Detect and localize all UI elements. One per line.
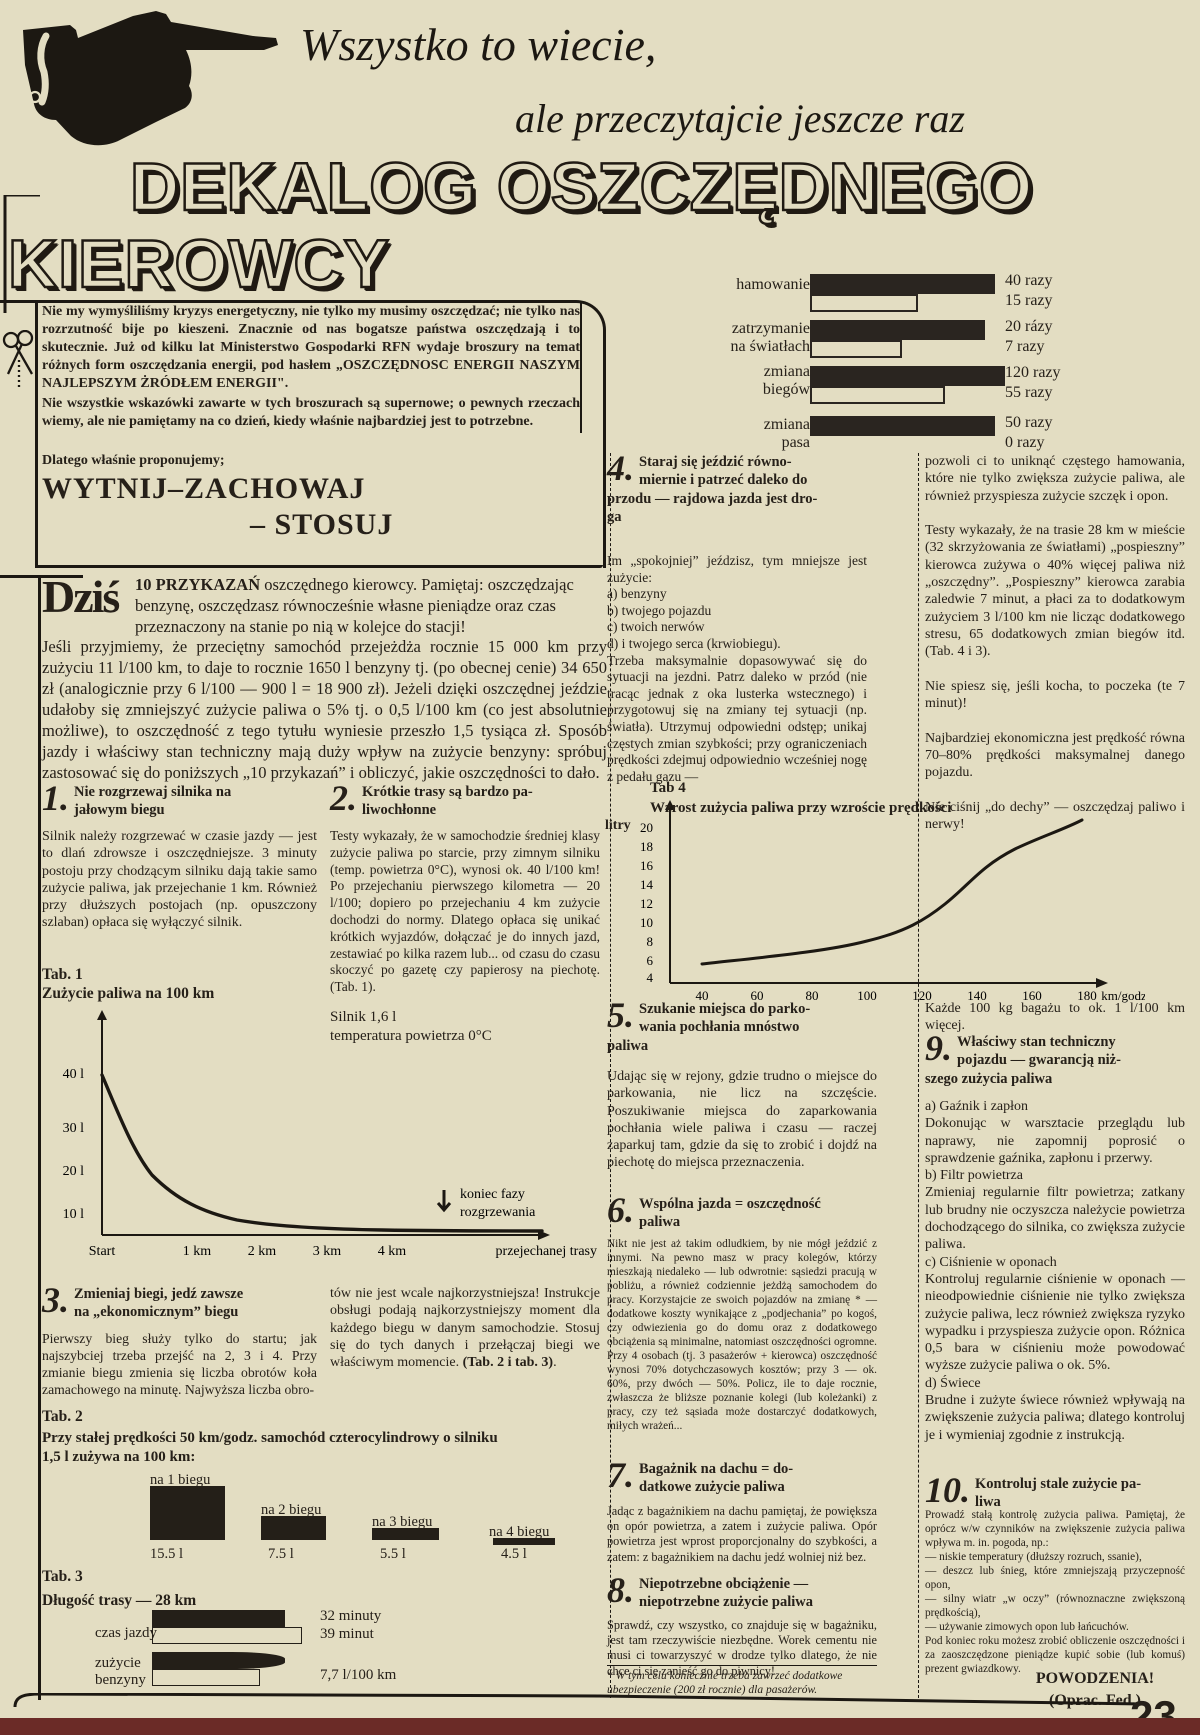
svg-text:20: 20 [640, 820, 653, 835]
svg-text:140: 140 [967, 988, 987, 1003]
svg-text:180: 180 [1077, 988, 1097, 1003]
svg-text:8: 8 [647, 934, 654, 949]
svg-text:4 km: 4 km [378, 1244, 407, 1259]
svg-text:30 l: 30 l [63, 1121, 85, 1136]
svg-text:120: 120 [912, 988, 932, 1003]
svg-text:km/godz.: km/godz. [1101, 988, 1145, 1003]
svg-text:14: 14 [640, 877, 654, 892]
svg-text:18: 18 [640, 839, 653, 854]
svg-text:1 km: 1 km [183, 1244, 212, 1259]
svg-text:16: 16 [640, 858, 654, 873]
svg-text:160: 160 [1022, 988, 1042, 1003]
svg-text:10 l: 10 l [63, 1207, 85, 1222]
svg-text:40 l: 40 l [63, 1067, 85, 1082]
svg-text:4: 4 [647, 970, 654, 985]
svg-text:2 km: 2 km [248, 1244, 277, 1259]
svg-text:rozgrzewania: rozgrzewania [460, 1205, 536, 1220]
svg-text:10: 10 [640, 915, 653, 930]
svg-text:Start: Start [89, 1244, 116, 1259]
svg-text:3 km: 3 km [313, 1244, 342, 1259]
svg-text:przejechanej trasy: przejechanej trasy [496, 1244, 597, 1259]
svg-text:6: 6 [647, 953, 654, 968]
svg-text:20 l: 20 l [63, 1164, 85, 1179]
svg-text:12: 12 [640, 896, 653, 911]
svg-text:koniec fazy: koniec fazy [460, 1187, 525, 1202]
